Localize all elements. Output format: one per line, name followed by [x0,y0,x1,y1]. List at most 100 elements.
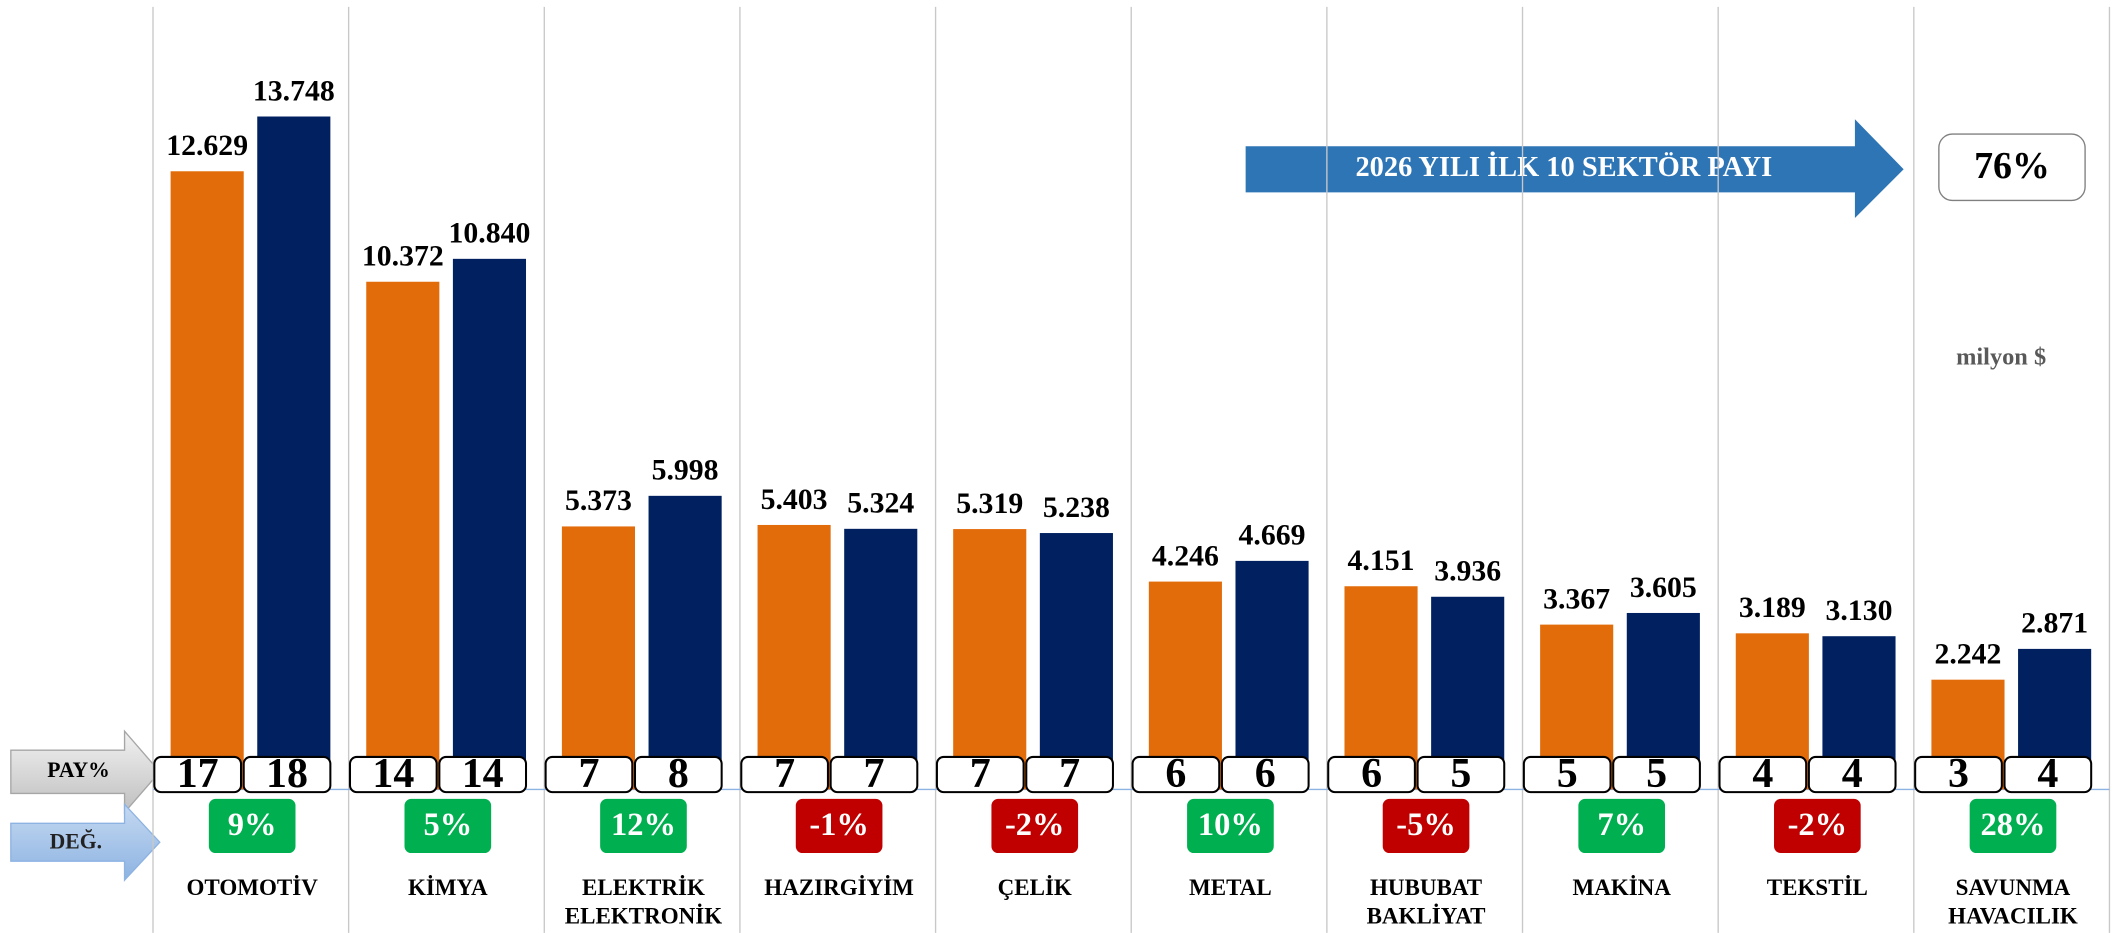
share-box [242,755,332,794]
unit-label: milyon $ [1956,343,2046,370]
share-box [1807,755,1897,794]
share-box [1025,755,1114,794]
value-label: 5.238 [1043,491,1110,524]
value-label: 3.367 [1543,582,1610,615]
share-box [544,755,634,794]
bar [1039,533,1113,790]
share-value: 4 [1842,751,1863,797]
share-box [438,755,528,794]
share-value: 6 [1361,751,1382,797]
value-label: 2.871 [2021,607,2088,640]
value-label: 13.748 [253,74,335,107]
value-label: 5.319 [956,487,1023,520]
change-badge [1382,798,1470,854]
share-value: 14 [372,751,414,797]
change-badge [208,798,296,854]
category-box: SAVUNMA HAVACILIK [1948,875,2078,929]
category-label: ÇELİK [997,874,1072,901]
category-label: TEKSTİL [1766,874,1868,901]
value-label: 3.605 [1630,571,1697,604]
change-badge [600,798,687,854]
change-label: -5% [1396,807,1456,843]
share-box [1612,755,1701,794]
bar [561,526,636,790]
bar [170,171,244,790]
bar [1235,560,1309,790]
category-label: OTOMOTİV [186,874,318,901]
value-label: 5.998 [652,454,719,487]
value-label: 4.246 [1152,539,1219,572]
category-box: KİMYA [407,874,488,901]
share-box [1914,755,2003,794]
category-box: TEKSTİL [1766,874,1868,901]
category-label: ELEKTRİK ELEKTRONİK [564,874,723,929]
share-value: 6 [1255,751,1276,797]
value-label: 3.130 [1825,594,1892,627]
change-label: 10% [1198,807,1263,843]
share-value: 7 [863,751,884,797]
share-value: 4 [2037,751,2058,797]
share-value: 4 [1752,751,1773,797]
share-value: 14 [462,751,504,797]
change-arrow [10,802,161,882]
share-box [935,755,1025,794]
value-label: 5.373 [565,484,632,517]
bar [953,529,1027,790]
bar [452,258,527,790]
change-badge [1578,798,1666,854]
bar [257,116,331,790]
value-label: 4.151 [1348,544,1415,577]
category-box: METAL [1189,875,1272,901]
value-label: 5.324 [847,487,914,520]
share-label: PAY% [47,758,110,782]
share-arrow-big [1245,119,1904,219]
share-value: 8 [668,751,689,797]
change-badge [404,798,492,854]
share-box [1220,755,1310,794]
share-value: 7 [774,751,795,797]
share-arrow [10,729,161,815]
category-label: MAKİNA [1572,874,1671,901]
share-box [348,755,438,794]
share-value: 7 [1059,751,1080,797]
share-box [1718,755,1808,794]
bar [648,495,722,790]
category-label: KİMYA [407,874,488,901]
share-box [2003,755,2093,794]
arrow-text: 2026 YILI İLK 10 SEKTÖR PAYI [1355,150,1772,183]
value-label: 12.629 [166,129,248,162]
category-box: ELEKTRİK ELEKTRONİK [564,874,723,929]
share-value: 6 [1165,751,1186,797]
change-label: -2% [1005,807,1065,843]
share-value: 18 [266,751,308,797]
category-box: HUBUBAT BAKLİYAT [1366,874,1486,929]
category-box: MAKİNA [1572,874,1671,901]
value-label: 3.189 [1739,591,1806,624]
category-label: HUBUBAT BAKLİYAT [1366,874,1486,929]
category-box: HAZIRGİYİM [764,874,914,901]
value-label: 4.669 [1239,519,1306,552]
share-box [1522,755,1612,794]
category-box: ÇELİK [997,874,1072,901]
total-share-box [1938,133,2086,202]
change-badge [795,798,883,854]
share-box [1131,755,1221,794]
total-share: 76% [1974,145,2050,187]
share-box [1416,755,1506,794]
change-label: 5% [423,807,472,843]
share-box [1327,755,1416,794]
share-value: 17 [177,751,219,797]
share-value: 5 [1646,751,1667,797]
change-label: -2% [1788,807,1848,843]
change-label: 12% [611,807,676,843]
share-value: 7 [578,751,599,797]
change-label: 7% [1597,807,1646,843]
share-box [829,755,919,794]
value-label: 10.840 [449,217,531,250]
category-label: HAZIRGİYİM [764,874,914,901]
change-label: 28% [1981,807,2046,843]
change-label: 9% [228,807,277,843]
change-label: DEĞ. [50,830,102,854]
change-label: -1% [809,807,869,843]
